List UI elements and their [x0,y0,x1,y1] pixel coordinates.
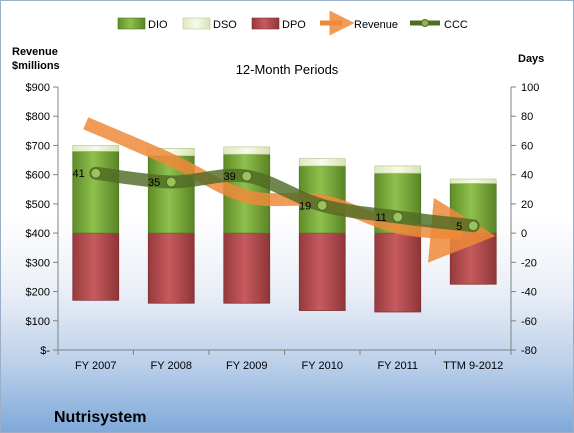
ccc-point [241,170,253,182]
y-left-tick-label: $100 [26,316,50,328]
y-right-tick-label: 40 [521,170,533,182]
legend-label-ccc: CCC [444,19,468,31]
bar-dio [72,150,120,234]
bar-dso [374,165,422,174]
bar-dpo [298,232,346,311]
y-left-tick-label: $200 [26,287,50,299]
ccc-data-label: 39 [224,171,236,183]
bar-dso [72,145,120,152]
legend-label-revenue: Revenue [354,19,398,31]
legend-swatch-dio [117,17,146,30]
ccc-point [90,167,102,179]
legend: DIO DSO DPO Revenue CCC [117,10,468,36]
y-axis-title-right: Days [518,53,544,65]
y-right-tick-label: 0 [521,228,527,240]
y-left-tick-label: $700 [26,140,50,152]
data-labels: 41 35 39 19 11 5 [73,168,463,233]
bar-dso [449,178,497,184]
y-left-tick-label: $400 [26,228,50,240]
y-left-tick-label: $600 [26,170,50,182]
y-left-tick-label: $300 [26,257,50,269]
ccc-point [392,211,404,223]
x-tick-label: FY 2011 [377,360,418,372]
y-left-tick-label: $800 [26,111,50,123]
y-right-tick-label: 100 [521,82,539,94]
lines [83,117,496,263]
bar-dpo [147,232,195,304]
legend-marker-ccc [421,19,429,27]
y-right-tick-label: 60 [521,140,533,152]
chart-title: 12-Month Periods [236,62,339,77]
bar-dpo [449,232,497,285]
y-right-tick-label: 80 [521,111,533,123]
legend-label-dpo: DPO [282,19,306,31]
x-tick-label: FY 2010 [302,360,343,372]
y-left-tick-label: $500 [26,199,50,211]
ccc-data-label: 11 [375,212,386,224]
ccc-point [467,220,479,232]
legend-swatch-dpo [251,17,280,30]
legend-label-dio: DIO [148,19,168,31]
ccc-point [165,176,177,188]
ccc-data-label: 41 [73,168,85,180]
y-right-tick-label: -20 [521,257,537,269]
y-axis-title-left-line1: Revenue [12,46,58,58]
x-tick-label: FY 2007 [75,360,116,372]
y-left-tick-label: $900 [26,82,50,94]
y-left-tick-label: $- [40,345,50,357]
bar-dpo [374,232,422,313]
ccc-data-label: 5 [456,221,462,233]
x-tick-label: FY 2009 [226,360,267,372]
legend-label-dso: DSO [213,19,237,31]
axes: $- $100 $200 $300 $400 $500 $600 $700 $800 $900 -8… [26,82,540,372]
legend-swatch-dso [182,17,211,30]
ccc-data-label: 19 [299,200,311,212]
bar-dpo [72,232,120,301]
x-tick-label: FY 2008 [151,360,192,372]
y-axis-title-left-line2: $millions [12,60,60,72]
ccc-line [89,166,480,233]
revenue-line [83,117,496,263]
company-name: Nutrisystem [54,409,146,426]
ccc-point [316,199,328,211]
y-right-tick-label: -60 [521,316,537,328]
bar-dso [223,146,271,155]
y-right-tick-label: 20 [521,199,533,211]
bar-dpo [223,232,271,304]
ccc-data-label: 35 [148,177,160,189]
y-right-tick-label: -80 [521,345,537,357]
y-right-tick-label: -40 [521,287,537,299]
x-tick-label: TTM 9-2012 [443,360,503,372]
bar-dso [298,158,346,167]
